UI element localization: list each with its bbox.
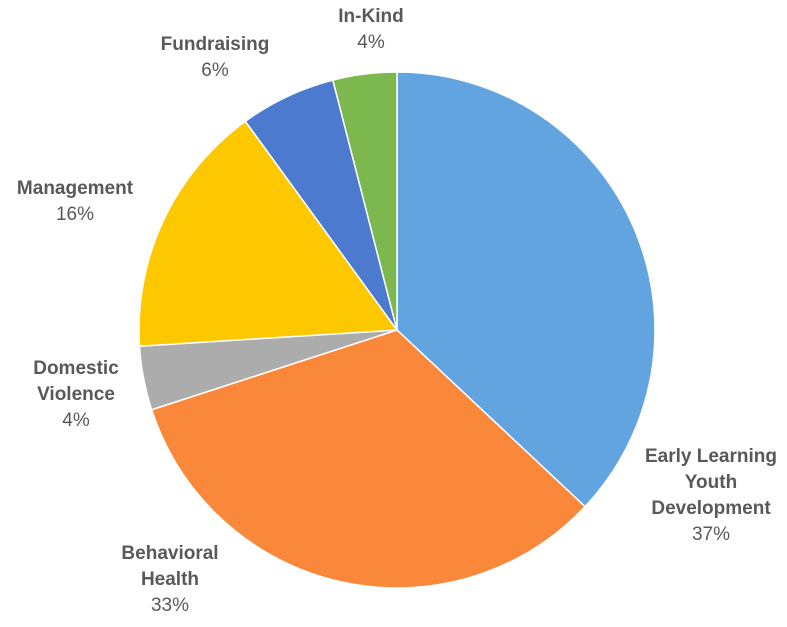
category-label-line: Violence xyxy=(37,384,115,405)
category-label-line: Health xyxy=(140,569,200,590)
category-label-line: Behavioral xyxy=(121,543,219,564)
category-label-line: Management xyxy=(16,178,134,199)
pie-slice-in-kind xyxy=(332,71,398,331)
percent-label: 37% xyxy=(691,524,731,545)
pie-slice-management xyxy=(138,120,398,347)
data-label-fundraising: Fundraising 6% xyxy=(145,32,285,84)
percent-label: 16% xyxy=(55,204,95,225)
category-label-line: Development xyxy=(651,498,771,519)
pie-slice-early-learning-youth-development xyxy=(396,71,656,508)
category-label-line: Fundraising xyxy=(160,34,270,55)
percent-label: 4% xyxy=(62,410,90,431)
category-label-line: In-Kind xyxy=(338,6,404,27)
data-label-management: Management 16% xyxy=(0,176,150,228)
percent-label: 6% xyxy=(201,60,229,81)
percent-label: 4% xyxy=(357,32,385,53)
data-label-domestic-violence: Domestic Violence 4% xyxy=(16,356,136,434)
category-label-line: Early Learning xyxy=(645,446,777,467)
data-label-behavioral-health: Behavioral Health 33% xyxy=(100,541,240,619)
data-label-in-kind: In-Kind 4% xyxy=(316,4,426,56)
category-label-line: Domestic xyxy=(33,358,119,379)
percent-label: 33% xyxy=(150,595,190,616)
data-label-early-learning: Early Learning Youth Development 37% xyxy=(626,444,787,548)
pie-slice-behavioral-health xyxy=(150,329,586,589)
category-label-line: Youth xyxy=(684,472,738,493)
